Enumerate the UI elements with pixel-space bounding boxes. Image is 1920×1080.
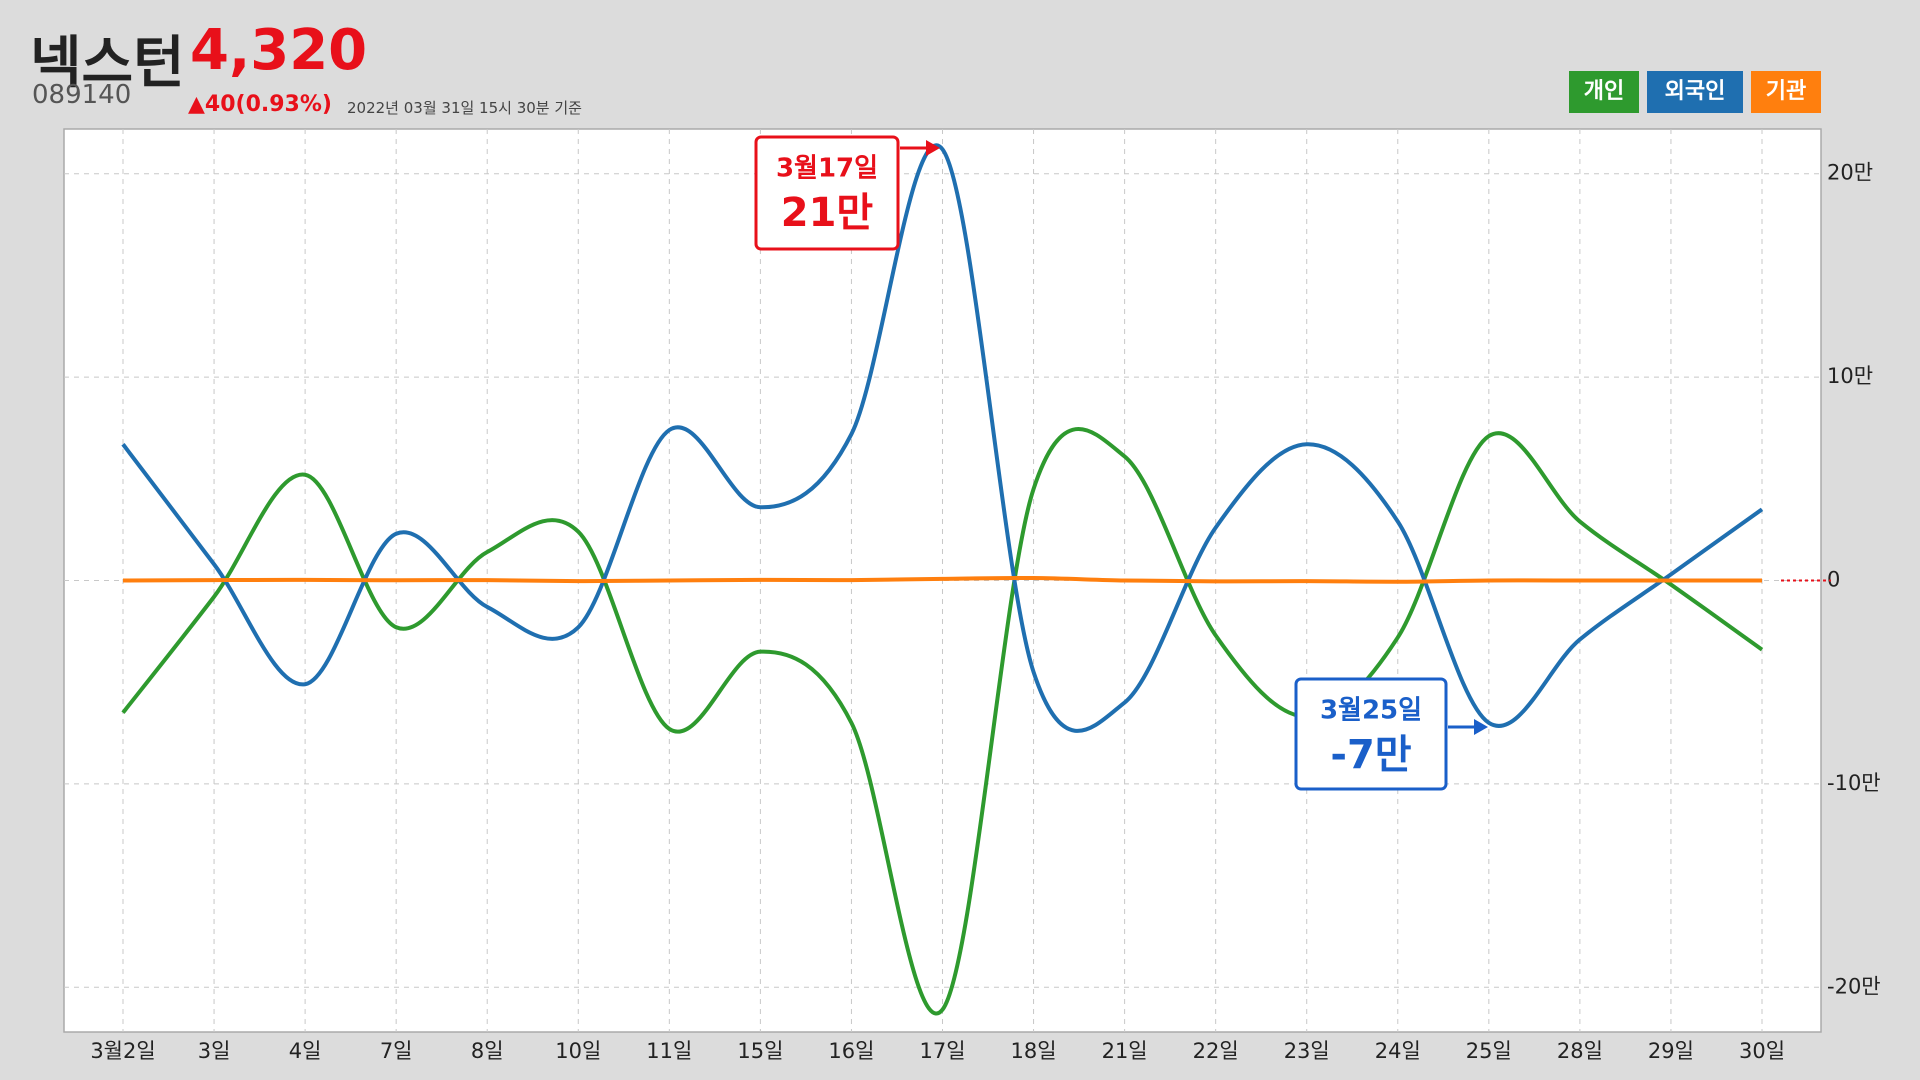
legend-label: 개인 (1584, 79, 1624, 104)
legend-swatch (1569, 71, 1639, 113)
x-tick-label: 28일 (1557, 1039, 1603, 1063)
annotation-value: 21만 (781, 190, 874, 236)
x-tick-label: 21일 (1102, 1039, 1148, 1063)
x-tick-label: 30일 (1739, 1039, 1785, 1063)
stock-name: 넥스턴 (30, 31, 185, 96)
series-line (121, 143, 1764, 733)
y-tick-label: -10만 (1827, 771, 1881, 795)
legend-item: 기관 (1751, 71, 1821, 113)
stock-code: 089140 (32, 80, 132, 110)
legend-label: 외국인 (1665, 79, 1726, 104)
legend-item: 외국인 (1647, 71, 1743, 113)
y-tick-label: 10만 (1827, 364, 1873, 388)
x-tick-label: 7일 (380, 1039, 413, 1063)
x-tick-label: 16일 (828, 1039, 874, 1063)
legend-item: 개인 (1569, 71, 1639, 113)
x-tick-label: 18일 (1011, 1039, 1057, 1063)
annotation-value: -7만 (1330, 732, 1411, 778)
stock-price: 4,320 (190, 18, 368, 83)
x-tick-label: 3월2일 (90, 1039, 155, 1063)
annotation-date: 3월17일 (776, 154, 878, 184)
annotation-arrowhead (926, 140, 940, 156)
y-tick-label: 0 (1827, 568, 1840, 592)
annotation-box (754, 135, 900, 251)
annotation-box (1294, 677, 1448, 791)
legend-label: 기관 (1766, 79, 1806, 104)
series-line (122, 576, 1762, 584)
annotation-arrowhead (1474, 719, 1488, 735)
x-tick-label: 17일 (919, 1039, 965, 1063)
y-tick-label: -20만 (1827, 974, 1881, 998)
x-tick-label: 8일 (471, 1039, 504, 1063)
timestamp: 2022년 03월 31일 15시 30분 기준 (347, 99, 582, 117)
x-tick-label: 29일 (1648, 1039, 1694, 1063)
x-tick-label: 3일 (198, 1039, 231, 1063)
series-line (121, 426, 1764, 1016)
price-change: ▲40(0.93%) (188, 92, 332, 117)
annotation-date: 3월25일 (1320, 696, 1422, 726)
x-tick-label: 24일 (1375, 1039, 1421, 1063)
x-tick-label: 11일 (646, 1039, 692, 1063)
y-tick-label: 20만 (1827, 161, 1873, 185)
x-tick-label: 10일 (555, 1039, 601, 1063)
x-tick-label: 15일 (737, 1039, 783, 1063)
x-tick-label: 23일 (1284, 1039, 1330, 1063)
legend-swatch (1751, 71, 1821, 113)
x-tick-label: 22일 (1193, 1039, 1239, 1063)
x-tick-label: 4일 (289, 1039, 322, 1063)
legend-swatch (1647, 71, 1743, 113)
x-tick-label: 25일 (1466, 1039, 1512, 1063)
